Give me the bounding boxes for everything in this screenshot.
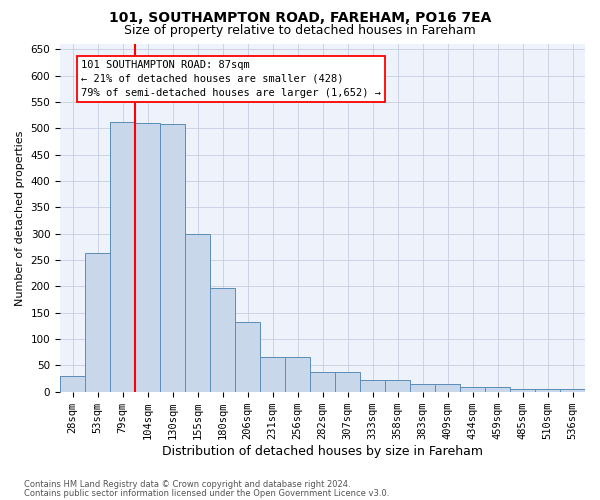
Bar bbox=[535, 389, 560, 392]
Bar bbox=[410, 384, 435, 392]
Bar bbox=[385, 380, 410, 392]
Text: Contains HM Land Registry data © Crown copyright and database right 2024.: Contains HM Land Registry data © Crown c… bbox=[24, 480, 350, 489]
Bar bbox=[435, 384, 460, 392]
Text: Size of property relative to detached houses in Fareham: Size of property relative to detached ho… bbox=[124, 24, 476, 37]
Bar bbox=[185, 234, 210, 392]
X-axis label: Distribution of detached houses by size in Fareham: Distribution of detached houses by size … bbox=[162, 444, 483, 458]
Y-axis label: Number of detached properties: Number of detached properties bbox=[15, 130, 25, 306]
Bar bbox=[460, 387, 485, 392]
Bar bbox=[285, 358, 310, 392]
Bar bbox=[485, 387, 510, 392]
Text: 101 SOUTHAMPTON ROAD: 87sqm
← 21% of detached houses are smaller (428)
79% of se: 101 SOUTHAMPTON ROAD: 87sqm ← 21% of det… bbox=[81, 60, 381, 98]
Bar bbox=[60, 376, 85, 392]
Bar bbox=[160, 124, 185, 392]
Bar bbox=[260, 358, 285, 392]
Bar bbox=[510, 389, 535, 392]
Text: 101, SOUTHAMPTON ROAD, FAREHAM, PO16 7EA: 101, SOUTHAMPTON ROAD, FAREHAM, PO16 7EA bbox=[109, 11, 491, 25]
Bar bbox=[110, 122, 135, 392]
Bar bbox=[310, 372, 335, 392]
Bar bbox=[360, 380, 385, 392]
Bar bbox=[235, 322, 260, 392]
Bar bbox=[135, 122, 160, 392]
Bar bbox=[335, 372, 360, 392]
Bar bbox=[85, 253, 110, 392]
Text: Contains public sector information licensed under the Open Government Licence v3: Contains public sector information licen… bbox=[24, 488, 389, 498]
Bar bbox=[560, 389, 585, 392]
Bar bbox=[210, 288, 235, 392]
